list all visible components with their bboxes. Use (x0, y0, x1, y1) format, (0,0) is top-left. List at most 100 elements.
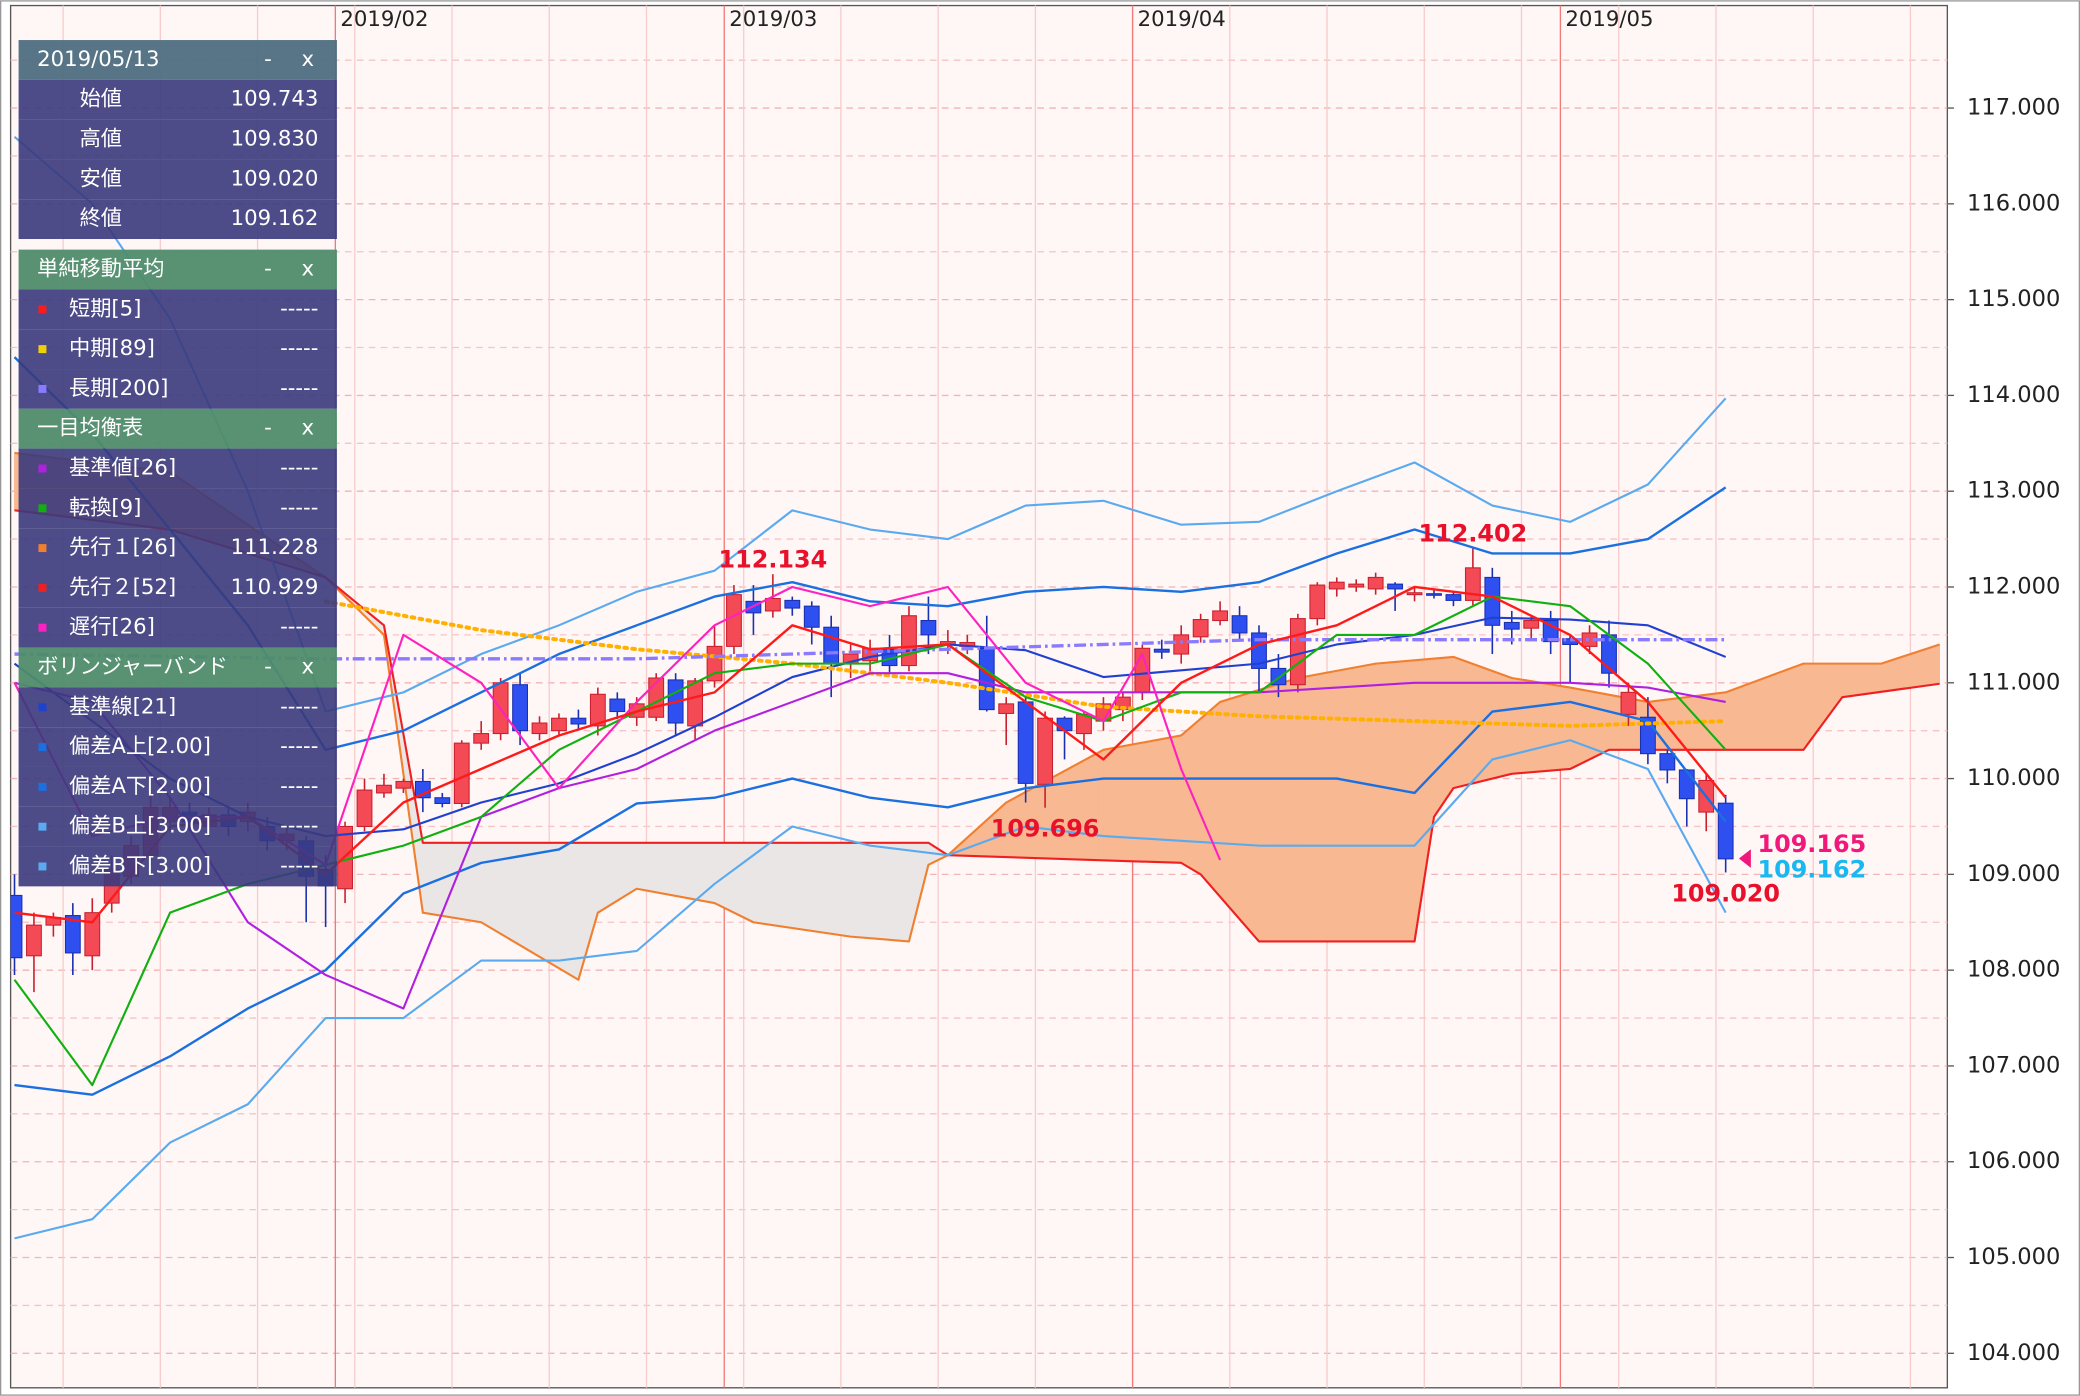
panel-label: 短期[5] (69, 296, 141, 321)
candle-body (1056, 717, 1073, 732)
y-tick-label: 110.000 (1967, 765, 2060, 791)
cloud-fill (845, 842, 852, 938)
cloud-fill (646, 842, 652, 892)
cloud-fill (1239, 693, 1245, 926)
cloud-fill (1137, 742, 1143, 863)
cloud-fill (650, 842, 657, 893)
cloud-fill (1365, 664, 1372, 942)
candle-body (784, 599, 801, 609)
candle-body (1289, 618, 1306, 686)
cloud-fill (1205, 709, 1211, 887)
indicator-line (14, 739, 1727, 1240)
panel-label: 中期[89] (69, 336, 155, 361)
cloud-fill (1817, 663, 1824, 732)
cloud-fill (1248, 690, 1255, 937)
cloud-fill (689, 842, 696, 900)
cloud-fill (684, 842, 691, 900)
cloud-fill (1399, 660, 1406, 942)
cloud-fill (1370, 663, 1377, 942)
minimize-button[interactable]: - (264, 416, 272, 441)
cloud-fill (519, 842, 526, 949)
candle-body (1620, 691, 1637, 715)
cloud-fill (1219, 699, 1226, 904)
cloud-fill (903, 842, 910, 942)
candle-body (1717, 802, 1734, 860)
cloud-fill (855, 842, 861, 938)
cloud-fill (1093, 751, 1099, 861)
cloud-fill (859, 842, 866, 939)
cloud-fill (524, 842, 531, 952)
cloud-fill (548, 842, 555, 967)
close-button[interactable]: x (301, 257, 314, 282)
cloud-fill (1856, 663, 1863, 696)
close-button[interactable]: x (301, 654, 314, 679)
cloud-fill (1229, 696, 1236, 915)
cloud-fill (1394, 661, 1401, 942)
cloud-fill (1550, 683, 1556, 772)
candle-body (1192, 619, 1209, 638)
close-button[interactable]: x (301, 416, 314, 441)
legend-swatch (38, 504, 47, 513)
cloud-fill (1730, 688, 1736, 751)
candle-body (1017, 701, 1034, 784)
candle-body (1231, 615, 1248, 634)
legend-swatch (38, 623, 47, 632)
cloud-fill (1778, 670, 1785, 751)
candle-body (26, 924, 42, 957)
y-tick-label: 114.000 (1967, 382, 2060, 408)
cloud-fill (835, 842, 842, 936)
panel-value: ----- (280, 853, 318, 878)
cloud-fill (704, 842, 711, 903)
cloud-fill (1793, 664, 1799, 751)
legend-swatch (38, 464, 47, 473)
y-tick-label: 109.000 (1967, 861, 2060, 887)
cloud-fill (1569, 687, 1576, 770)
candle-body (395, 780, 412, 789)
candle-body (1387, 583, 1404, 590)
cloud-fill (1117, 745, 1124, 862)
cloud-fill (607, 842, 613, 908)
candle-body (920, 619, 937, 636)
cloud-fill (1073, 762, 1080, 860)
candle-body (376, 784, 392, 794)
candle-body (1542, 619, 1559, 643)
minimize-button[interactable]: - (264, 257, 272, 282)
cloud-fill (981, 819, 988, 857)
panel-label: 偏差A上[2.00] (69, 734, 211, 759)
cloud-fill (636, 842, 643, 891)
cloud-fill (1841, 663, 1848, 698)
minimize-button[interactable]: - (264, 47, 272, 72)
cloud-fill (767, 842, 774, 926)
cloud-fill (1861, 663, 1868, 695)
cloud-fill (898, 842, 905, 942)
panel-value: 111.228 (231, 535, 319, 560)
cloud-fill (660, 842, 667, 895)
cloud-fill (864, 842, 871, 939)
cloud-fill (1224, 698, 1231, 909)
panel-header (18, 647, 337, 688)
legend-swatch (38, 782, 47, 791)
cloud-fill (1321, 672, 1328, 942)
cloud-fill (475, 842, 482, 923)
candle-body (1523, 619, 1540, 629)
panel-value: ----- (280, 376, 318, 401)
panel-row (18, 568, 337, 608)
cloud-fill (1725, 689, 1731, 751)
legend-swatch (38, 305, 47, 314)
cloud-fill (1734, 686, 1741, 751)
cloud-fill (1657, 699, 1663, 751)
cloud-fill (782, 842, 788, 928)
indicator-line (14, 700, 1727, 1096)
cloud-fill (1890, 658, 1897, 691)
cloud-fill (1905, 653, 1911, 689)
close-button[interactable]: x (301, 47, 314, 72)
axis: 104.000 105.000 106.000 107.000 108.000 109.0… (340, 7, 2060, 1366)
indicator-line (323, 599, 1728, 728)
cloud-fill (840, 842, 847, 937)
cloud-fill (1559, 685, 1566, 771)
minimize-button[interactable]: - (264, 654, 272, 679)
panel-label: 偏差B上[3.00] (69, 814, 211, 839)
candle-body (764, 597, 781, 612)
candle-body (453, 742, 470, 805)
candle-body (1445, 594, 1462, 601)
